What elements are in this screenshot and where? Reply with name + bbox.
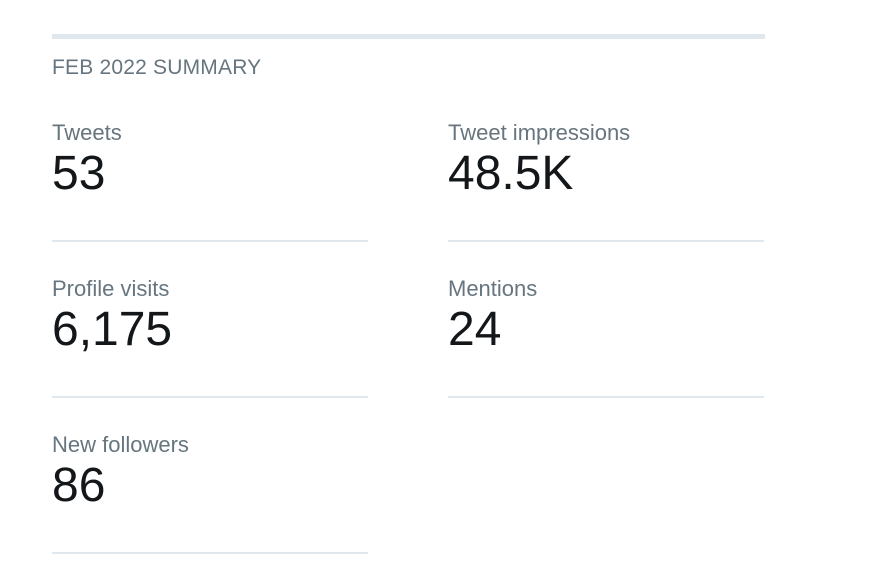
- stat-label: Profile visits: [52, 276, 170, 301]
- top-divider: [52, 34, 765, 39]
- stat-value: 53: [52, 147, 106, 200]
- stat-new-followers: New followers 86: [52, 432, 368, 588]
- stat-tweet-impressions: Tweet impressions 48.5K: [448, 120, 764, 276]
- stat-tweets: Tweets 53: [52, 120, 368, 276]
- stat-mentions: Mentions 24: [448, 276, 764, 432]
- stat-divider: [52, 240, 368, 242]
- stat-value: 24: [448, 303, 502, 356]
- stat-label: Mentions: [448, 276, 538, 301]
- stat-label: Tweets: [52, 120, 122, 145]
- stat-divider: [52, 396, 368, 398]
- stat-label: New followers: [52, 432, 189, 457]
- stat-value: 48.5K: [448, 147, 574, 200]
- stat-divider: [52, 552, 368, 554]
- stat-value: 86: [52, 459, 106, 512]
- stat-divider: [448, 396, 764, 398]
- stat-profile-visits: Profile visits 6,175: [52, 276, 368, 432]
- summary-title: FEB 2022 SUMMARY: [52, 56, 262, 79]
- stat-value: 6,175: [52, 303, 173, 356]
- stat-label: Tweet impressions: [448, 120, 631, 145]
- stat-divider: [448, 240, 764, 242]
